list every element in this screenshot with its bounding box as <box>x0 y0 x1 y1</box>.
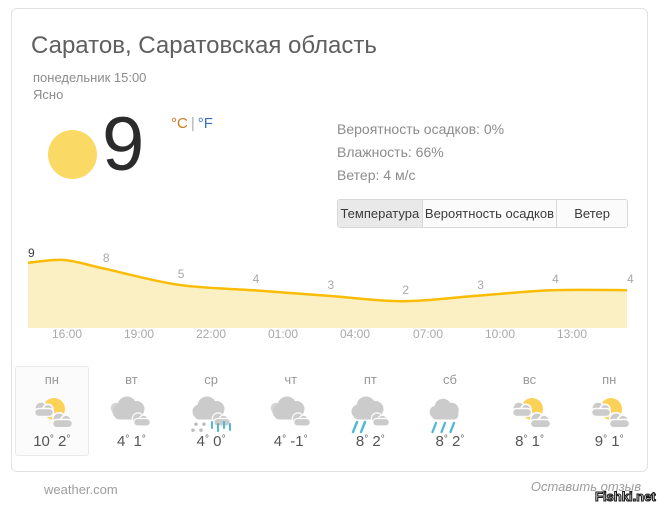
svg-text:5: 5 <box>178 267 185 281</box>
svg-text:2: 2 <box>402 283 409 297</box>
svg-text:8: 8 <box>103 251 110 265</box>
svg-text:4: 4 <box>627 272 634 286</box>
svg-text:4: 4 <box>552 272 559 286</box>
svg-text:9: 9 <box>28 247 35 260</box>
svg-text:4: 4 <box>253 272 260 286</box>
svg-text:3: 3 <box>328 278 335 292</box>
svg-text:3: 3 <box>477 278 484 292</box>
